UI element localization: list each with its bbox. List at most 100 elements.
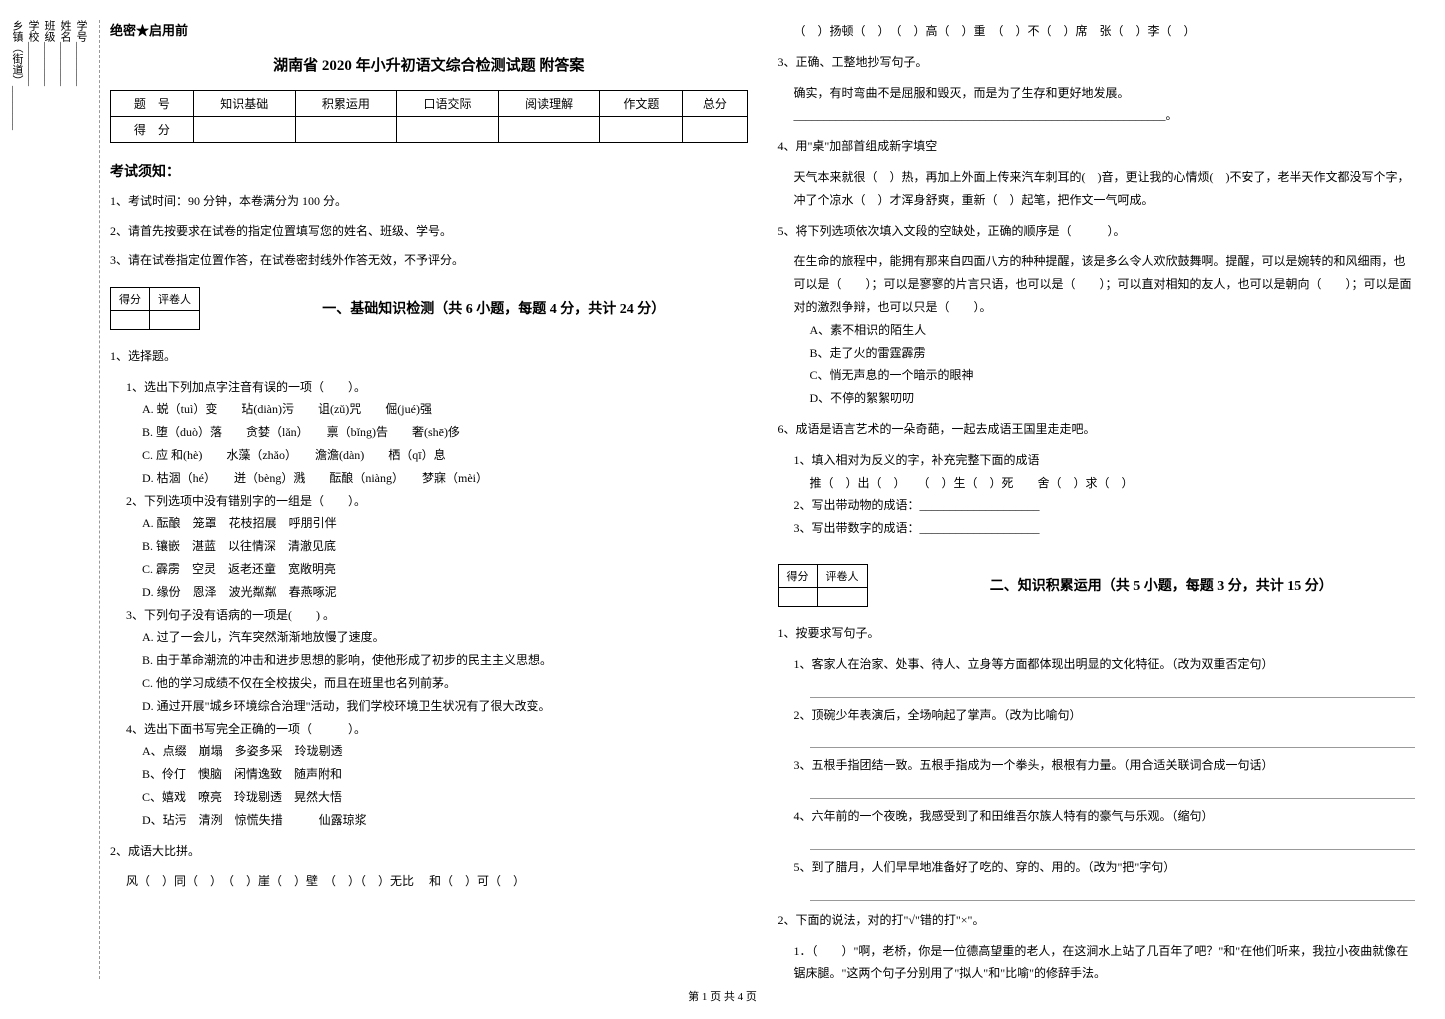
td-label: 得 分 <box>111 117 194 143</box>
q5-c: C、悄无声息的一个暗示的眼神 <box>810 364 1416 387</box>
binding-label-2: 学校________ <box>25 20 41 979</box>
ans-line-5 <box>810 885 1416 901</box>
q6-sub2: 2、写出带动物的成语：____________________ <box>794 494 1416 517</box>
left-column: 绝密★启用前 湖南省 2020 年小升初语文综合检测试题 附答案 题 号 知识基… <box>110 20 748 985</box>
s2-q2-stem: 2、下面的说法，对的打"√"错的打"×"。 <box>778 909 1416 932</box>
score-table-row: 得 分 <box>111 117 748 143</box>
td-1 <box>193 117 295 143</box>
q1-c: C. 应 和(hè) 水藻（zhǎo） 澹澹(dàn) 栖（qī）息 <box>142 444 748 467</box>
section1-header: 得分评卷人 一、基础知识检测（共 6 小题，每题 4 分，共计 24 分） <box>110 287 748 330</box>
s2-q1-s3: 3、五根手指团结一致。五根手指成为一个拳头，根根有力量。（用合适关联词合成一句话… <box>794 754 1416 777</box>
sb2-empty2 <box>817 587 867 606</box>
s2-q1-s4: 4、六年前的一个夜晚，我感受到了和田维吾尔族人特有的豪气与乐观。（缩句） <box>794 805 1416 828</box>
q6-sub3: 3、写出带数字的成语：____________________ <box>794 517 1416 540</box>
sb-c1: 得分 <box>111 287 150 310</box>
td-2 <box>295 117 397 143</box>
s2-q1-stem: 1、按要求写句子。 <box>778 622 1416 645</box>
q4-text: 天气本来就很（ ）热，再加上外面上传来汽车刺耳的( )音，更让我的心情烦( )不… <box>794 166 1416 212</box>
sb-empty2 <box>150 310 200 329</box>
page-footer: 第 1 页 共 4 页 <box>0 988 1445 1004</box>
th-1: 知识基础 <box>193 91 295 117</box>
binding-label-1: 乡镇（街道）________ <box>9 20 25 979</box>
q1-d: D. 枯涸（hé） 迸（bèng）溅 酝酿（niàng） 梦寐（mèi） <box>142 467 748 490</box>
sb2-c1: 得分 <box>778 564 817 587</box>
q1-b4: B、伶仃 懊脑 闲情逸致 随声附和 <box>142 763 748 786</box>
score-box-1: 得分评卷人 <box>110 287 200 330</box>
q3-stem: 3、正确、工整地抄写句子。 <box>778 51 1416 74</box>
q6-sub1: 1、填入相对为反义的字，补充完整下面的成语 <box>794 449 1416 472</box>
q2-stem: 2、成语大比拼。 <box>110 840 748 863</box>
th-6: 总分 <box>683 91 747 117</box>
q6-line1: 推（ ）出（ ） （ ）生（ ）死 舍（ ）求（ ） <box>810 472 1416 495</box>
q1-b: B. 堕（duò）落 贪婪（lǎn） 禀（bǐng)告 奢(shē)侈 <box>142 421 748 444</box>
score-box-2: 得分评卷人 <box>778 564 868 607</box>
secret-mark: 绝密★启用前 <box>110 20 748 39</box>
q1-c2: C. 霹雳 空灵 返老还童 宽敞明亮 <box>142 558 748 581</box>
main-title: 湖南省 2020 年小升初语文综合检测试题 附答案 <box>110 54 748 75</box>
notice-item-1: 1、考试时间：90 分钟，本卷满分为 100 分。 <box>110 191 748 213</box>
q2-line: 风（ ）同（ ） （ ）崖（ ）壁 （ ）（ ）无比 和（ ）可（ ） <box>126 870 748 893</box>
th-5: 作文题 <box>600 91 683 117</box>
q1-a: A. 蜕（tuì）变 玷(diàn)污 诅(zǔ)咒 倔(jué)强 <box>142 398 748 421</box>
binding-label-4: 姓名________ <box>57 20 73 979</box>
score-table: 题 号 知识基础 积累运用 口语交际 阅读理解 作文题 总分 得 分 <box>110 90 748 143</box>
th-3: 口语交际 <box>397 91 499 117</box>
q4-stem: 4、用"桌"加部首组成新字填空 <box>778 135 1416 158</box>
binding-label-3: 班级________ <box>41 20 57 979</box>
q5-text: 在生命的旅程中，能拥有那来自四面八方的种种提醒，该是多么令人欢欣鼓舞啊。提醒，可… <box>794 250 1416 318</box>
q5-stem: 5、将下列选项依次填入文段的空缺处，正确的顺序是（ ）。 <box>778 220 1416 243</box>
q1-sub4: 4、选出下面书写完全正确的一项（ ）。 <box>126 718 748 741</box>
q1-a2: A. 酝酿 笼罩 花枝招展 呼朋引伴 <box>142 512 748 535</box>
q1-c4: C、嬉戏 嘹亮 玲珑剔透 晃然大悟 <box>142 786 748 809</box>
q1-d2: D. 缘份 恩泽 波光粼粼 春燕啄泥 <box>142 581 748 604</box>
q1-d3: D. 通过开展"城乡环境综合治理"活动，我们学校环境卫生状况有了很大改变。 <box>142 695 748 718</box>
ans-line-2 <box>810 732 1416 748</box>
section1-title: 一、基础知识检测（共 6 小题，每题 4 分，共计 24 分） <box>240 298 748 318</box>
td-3 <box>397 117 499 143</box>
notice-item-3: 3、请在试卷指定位置作答，在试卷密封线外作答无效，不予评分。 <box>110 250 748 272</box>
q3-text: 确实，有时弯曲不是屈服和毁灭，而是为了生存和更好地发展。 <box>794 82 1416 105</box>
q3-line: ________________________________________… <box>794 104 1416 127</box>
q1-b2: B. 镶嵌 湛蓝 以往情深 清澈见底 <box>142 535 748 558</box>
q1-a4: A、点缀 崩塌 多姿多采 玲珑剔透 <box>142 740 748 763</box>
s2-q1-s1: 1、客家人在治家、处事、待人、立身等方面都体现出明显的文化特征。（改为双重否定句… <box>794 653 1416 676</box>
binding-label-5: 学号________ <box>73 20 89 979</box>
td-5 <box>600 117 683 143</box>
q1-sub3: 3、下列句子没有语病的一项是( ) 。 <box>126 604 748 627</box>
s2-q2-s1: 1．（ ）"啊，老桥，你是一位德高望重的老人，在这涧水上站了几百年了吧？"和"在… <box>794 940 1416 986</box>
ans-line-3 <box>810 783 1416 799</box>
th-0: 题 号 <box>111 91 194 117</box>
th-2: 积累运用 <box>295 91 397 117</box>
q6-stem: 6、成语是语言艺术的一朵奇葩，一起去成语王国里走走吧。 <box>778 418 1416 441</box>
q1-a3: A. 过了一会儿，汽车突然渐渐地放慢了速度。 <box>142 626 748 649</box>
ans-line-1 <box>810 682 1416 698</box>
q1-d4: D、玷污 清洌 惊慌失措 仙露琼浆 <box>142 809 748 832</box>
binding-margin: 学号________ 姓名________ 班级________ 学校_____… <box>40 20 100 979</box>
q1-b3: B. 由于革命潮流的冲击和进步思想的影响，使他形成了初步的民主主义思想。 <box>142 649 748 672</box>
section2-header: 得分评卷人 二、知识积累运用（共 5 小题，每题 3 分，共计 15 分） <box>778 564 1416 607</box>
sb-c2: 评卷人 <box>150 287 200 310</box>
section2-title: 二、知识积累运用（共 5 小题，每题 3 分，共计 15 分） <box>908 575 1416 595</box>
q5-b: B、走了火的雷霆霹雳 <box>810 342 1416 365</box>
td-4 <box>498 117 600 143</box>
q5-d: D、不停的絮絮叨叨 <box>810 387 1416 410</box>
binding-text: 学号________ 姓名________ 班级________ 学校_____… <box>9 20 89 979</box>
sb-empty1 <box>111 310 150 329</box>
s2-q1-s2: 2、顶碗少年表演后，全场响起了掌声。（改为比喻句） <box>794 704 1416 727</box>
q1-stem: 1、选择题。 <box>110 345 748 368</box>
q5-a: A、素不相识的陌生人 <box>810 319 1416 342</box>
s2-q1-s5: 5、到了腊月，人们早早地准备好了吃的、穿的、用的。（改为"把"字句） <box>794 856 1416 879</box>
ans-line-4 <box>810 834 1416 850</box>
q1-c3: C. 他的学习成绩不仅在全校拔尖，而且在班里也名列前茅。 <box>142 672 748 695</box>
q1-sub1: 1、选出下列加点字注音有误的一项（ ）。 <box>126 376 748 399</box>
q1-sub2: 2、下列选项中没有错别字的一组是（ ）。 <box>126 490 748 513</box>
score-table-header: 题 号 知识基础 积累运用 口语交际 阅读理解 作文题 总分 <box>111 91 748 117</box>
right-column: （ ）扬顿（ ） （ ）高（ ）重 （ ）不（ ）席 张（ ）李（ ） 3、正确… <box>778 20 1416 985</box>
td-6 <box>683 117 747 143</box>
notice-title: 考试须知： <box>110 161 748 181</box>
sb2-empty1 <box>778 587 817 606</box>
th-4: 阅读理解 <box>498 91 600 117</box>
notice-item-2: 2、请首先按要求在试卷的指定位置填写您的姓名、班级、学号。 <box>110 221 748 243</box>
q2b-line: （ ）扬顿（ ） （ ）高（ ）重 （ ）不（ ）席 张（ ）李（ ） <box>794 20 1416 43</box>
sb2-c2: 评卷人 <box>817 564 867 587</box>
